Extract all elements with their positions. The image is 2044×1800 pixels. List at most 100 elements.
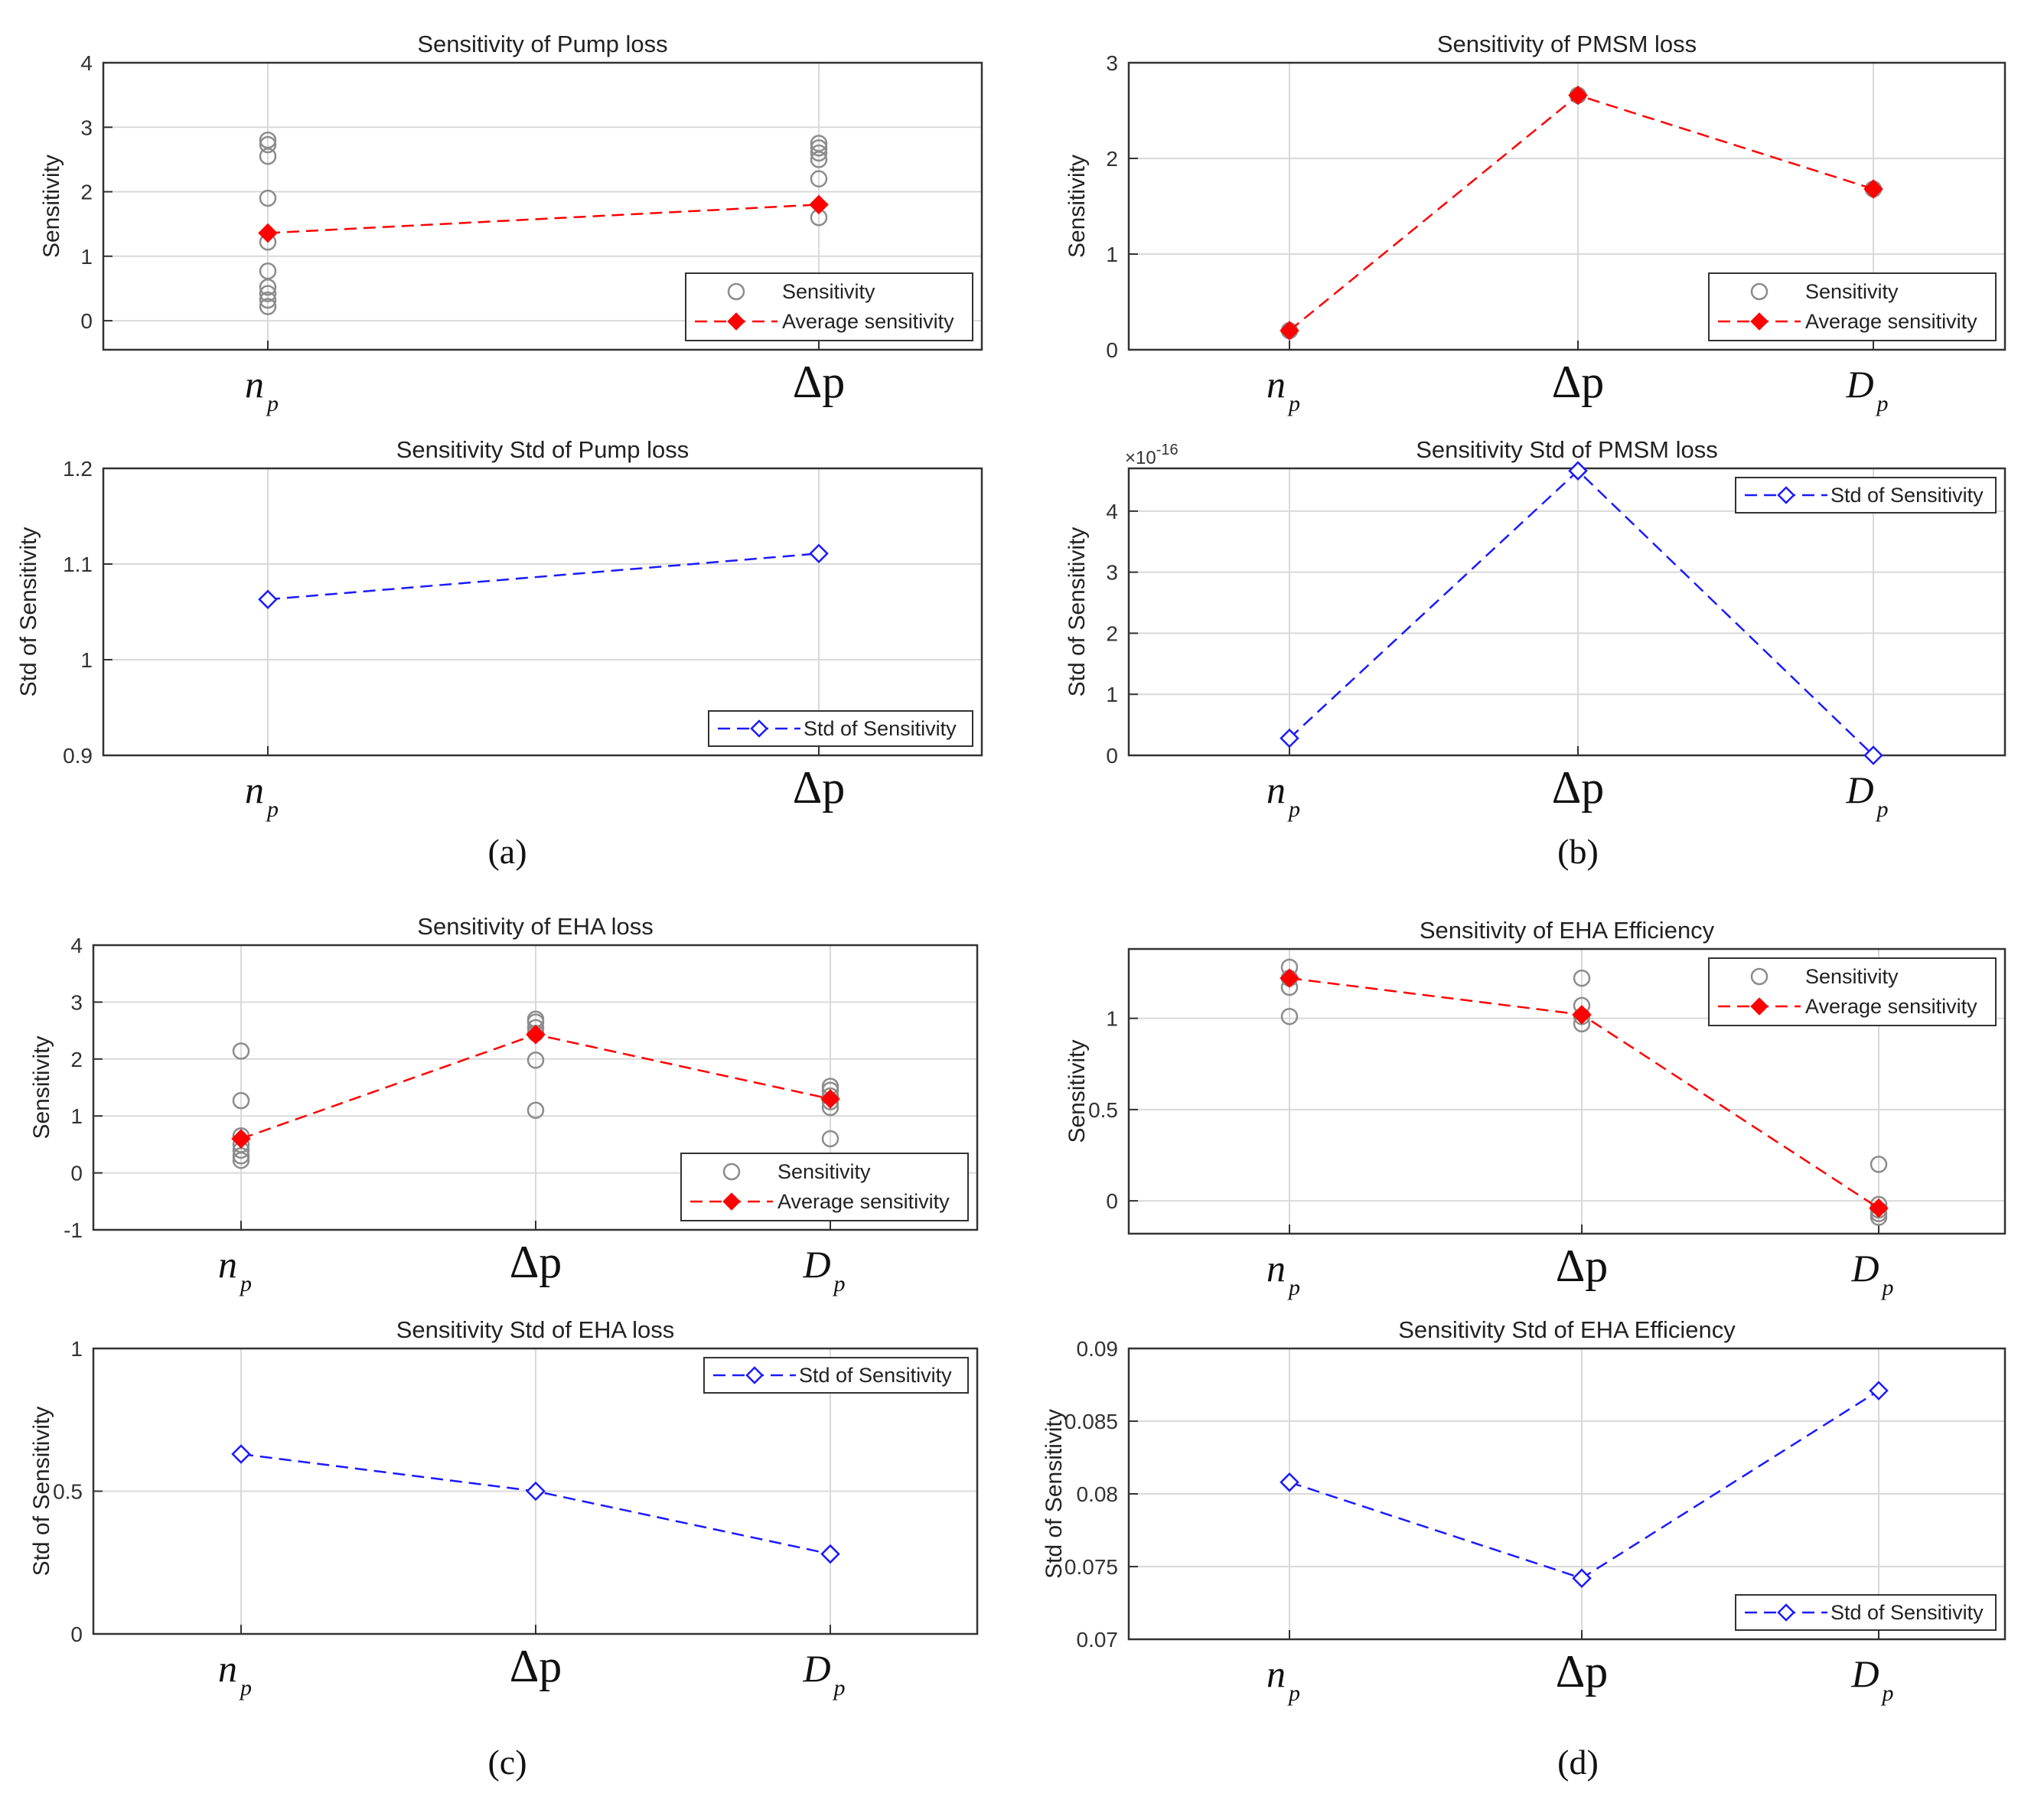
legend-sensitivity-marker bbox=[1750, 967, 1769, 986]
average-point bbox=[526, 1025, 546, 1045]
legend-std-label: Std of Sensitivity bbox=[799, 1364, 952, 1387]
x-category-label: Δp bbox=[1552, 762, 1605, 813]
x-category-label: Δp bbox=[1552, 357, 1605, 407]
legend-std-label: Std of Sensitivity bbox=[804, 717, 957, 740]
y-tick-label: -1 bbox=[64, 1218, 83, 1242]
chart-title: Sensitivity of Pump loss bbox=[417, 31, 667, 57]
y-tick-label: 2 bbox=[1106, 621, 1118, 645]
chart-title: Sensitivity Std of EHA loss bbox=[396, 1316, 675, 1343]
y-tick-label: 1 bbox=[1106, 683, 1118, 706]
sensitivity-point bbox=[810, 144, 828, 162]
average-point bbox=[1572, 1005, 1592, 1025]
std-point bbox=[526, 1481, 546, 1502]
sensitivity-point bbox=[259, 291, 277, 309]
average-point bbox=[820, 1089, 840, 1109]
y-tick-label: 3 bbox=[1106, 561, 1118, 585]
axes-frame bbox=[1127, 467, 2007, 757]
legend-std-marker bbox=[1777, 1603, 1795, 1622]
chart-title: Sensitivity Std of Pump loss bbox=[396, 436, 689, 463]
legend-box bbox=[1735, 477, 1997, 514]
y-axis-label: Std of Sensitivity bbox=[1042, 1409, 1067, 1579]
y-axis-label: Std of Sensitivity bbox=[29, 1407, 54, 1577]
sensitivity-point bbox=[259, 135, 277, 154]
std-point bbox=[1572, 1568, 1592, 1588]
sensitivity-point bbox=[526, 1101, 545, 1120]
legend-average-label: Average sensitivity bbox=[1805, 310, 1977, 333]
legend: Std of Sensitivity bbox=[703, 1357, 969, 1394]
plot-area bbox=[103, 468, 982, 755]
y-axis-label: Sensitivity bbox=[1064, 155, 1090, 258]
y-tick-label: 0.5 bbox=[53, 1480, 83, 1504]
average-point bbox=[231, 1129, 251, 1149]
chart-title: Sensitivity Std of PMSM loss bbox=[1416, 436, 1718, 463]
y-tick-label: 0.085 bbox=[1064, 1410, 1118, 1433]
y-tick-label: 1 bbox=[70, 1337, 83, 1361]
sensitivity-point bbox=[810, 135, 828, 152]
x-category-label: Δp bbox=[1556, 1646, 1609, 1697]
std-point bbox=[820, 1544, 840, 1564]
sensitivity-point bbox=[259, 262, 277, 280]
legend-average-marker bbox=[722, 1192, 741, 1211]
axes-frame bbox=[92, 1347, 979, 1635]
y-axis-label: Sensitivity bbox=[39, 155, 64, 258]
legend: Sensitivity Average sensitivity bbox=[680, 1153, 969, 1221]
legend-std-label: Std of Sensitivity bbox=[1830, 484, 1984, 507]
y-tick-label: 1.2 bbox=[63, 457, 93, 481]
axes-frame bbox=[102, 61, 983, 351]
legend-average-marker bbox=[727, 312, 745, 331]
std-point bbox=[1568, 461, 1588, 481]
y-tick-label: 1 bbox=[80, 648, 93, 672]
legend-std-marker bbox=[745, 1366, 764, 1384]
legend-sensitivity-marker bbox=[1750, 282, 1769, 301]
axes-frame bbox=[102, 467, 983, 757]
y-tick-label: 3 bbox=[70, 990, 83, 1014]
chart-b1: 0 1 2 3 Sensitivity of PMSM loss Sensitivity n… bbox=[1064, 31, 2007, 416]
chart-c1: -1 0 1 2 3 4 Sensitivity of EHA loss Sensitivit… bbox=[29, 913, 979, 1296]
std-point bbox=[258, 589, 278, 610]
std-point bbox=[809, 543, 829, 564]
legend: Std of Sensitivity bbox=[1735, 477, 1997, 514]
legend-average-marker bbox=[1750, 997, 1769, 1016]
legend-average-marker bbox=[1750, 312, 1769, 331]
y-tick-label: 0.9 bbox=[63, 744, 93, 768]
legend-average-label: Average sensitivity bbox=[782, 310, 954, 333]
legend-average-label: Average sensitivity bbox=[1805, 995, 1977, 1018]
sensitivity-point bbox=[821, 1130, 839, 1148]
y-tick-label: 1 bbox=[1106, 243, 1118, 266]
exponent-label: ×10-16 bbox=[1125, 442, 1178, 468]
axes-frame bbox=[1127, 947, 2007, 1235]
x-category-label: Δp bbox=[793, 357, 846, 407]
plot-area bbox=[1129, 468, 2005, 755]
y-tick-label: 2 bbox=[1106, 147, 1118, 171]
y-axis-label: Sensitivity bbox=[1064, 1039, 1090, 1143]
sensitivity-point bbox=[1280, 1007, 1299, 1026]
y-axis-label: Std of Sensitivity bbox=[1064, 527, 1090, 697]
y-tick-label: 0.08 bbox=[1077, 1482, 1119, 1506]
y-tick-label: 4 bbox=[70, 934, 83, 957]
average-point bbox=[258, 223, 278, 243]
sensitivity-point bbox=[259, 298, 277, 315]
average-point bbox=[1280, 968, 1299, 988]
y-tick-label: 2 bbox=[80, 181, 93, 204]
sensitivity-point bbox=[810, 139, 828, 157]
std-point bbox=[1280, 728, 1299, 748]
legend-std-label: Std of Sensitivity bbox=[1830, 1601, 1984, 1624]
legend-std-marker bbox=[1777, 486, 1795, 504]
y-tick-label: 1 bbox=[70, 1104, 83, 1128]
y-axis-label: Std of Sensitivity bbox=[16, 527, 41, 697]
y-tick-label: 3 bbox=[1106, 51, 1118, 75]
y-tick-label: 0.5 bbox=[1088, 1098, 1118, 1122]
legend: Sensitivity Average sensitivity bbox=[685, 272, 973, 341]
legend-sensitivity-marker bbox=[722, 1162, 741, 1181]
legend-sensitivity-label: Sensitivity bbox=[1805, 280, 1899, 303]
